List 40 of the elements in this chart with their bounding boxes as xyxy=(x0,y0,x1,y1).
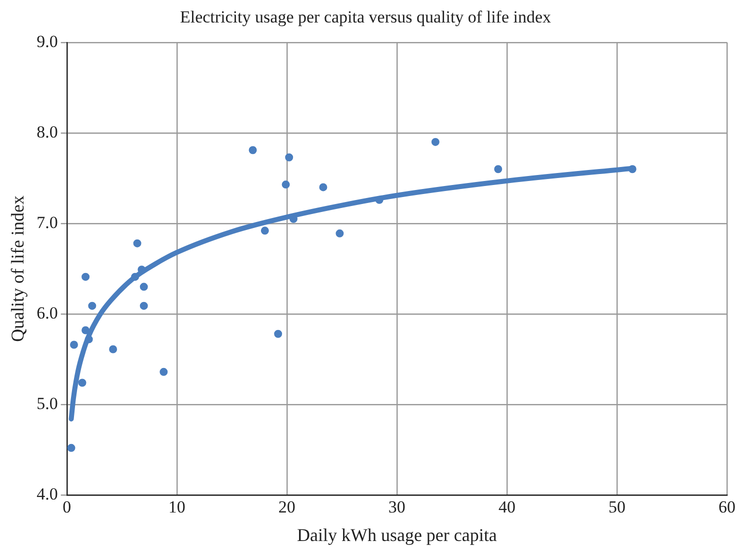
point xyxy=(82,272,90,281)
point xyxy=(375,196,384,204)
point xyxy=(131,272,140,281)
point xyxy=(274,330,282,338)
point xyxy=(82,326,90,334)
x-tick-label: 40 xyxy=(498,498,516,517)
x-tick-label: 20 xyxy=(278,498,296,517)
point xyxy=(282,180,290,189)
point xyxy=(319,183,328,192)
y-tick-label: 5.0 xyxy=(36,394,58,413)
x-tick-label: 30 xyxy=(388,498,406,517)
point xyxy=(133,239,142,248)
point xyxy=(67,444,76,452)
point xyxy=(285,153,294,162)
point xyxy=(431,138,440,146)
point xyxy=(628,165,636,174)
point xyxy=(248,146,257,154)
y-tick-label: 9.0 xyxy=(36,32,58,51)
point xyxy=(140,282,148,291)
x-tick-label: 10 xyxy=(168,498,186,517)
y-tick-label: 8.0 xyxy=(36,122,58,142)
y-tick-label: 7.0 xyxy=(36,212,58,232)
y-tick-label: 4.0 xyxy=(36,484,58,504)
point xyxy=(78,378,86,387)
x-tick-label: 50 xyxy=(608,498,626,517)
x-axis-title: Daily kWh usage per capita xyxy=(296,524,497,545)
point xyxy=(494,165,502,174)
x-tick-label: 0 xyxy=(62,498,72,517)
point xyxy=(140,302,148,310)
point xyxy=(88,302,96,310)
y-tick-label: 6.0 xyxy=(36,303,58,322)
point xyxy=(260,226,269,235)
point xyxy=(160,368,168,376)
point xyxy=(70,340,78,349)
chart-title: Electricity usage per capita versus quality of life index xyxy=(180,8,552,27)
point xyxy=(109,345,118,354)
point xyxy=(84,335,93,344)
point xyxy=(336,229,344,238)
x-tick-label: 60 xyxy=(718,498,736,517)
y-axis-title: Quality of life index xyxy=(8,195,28,342)
